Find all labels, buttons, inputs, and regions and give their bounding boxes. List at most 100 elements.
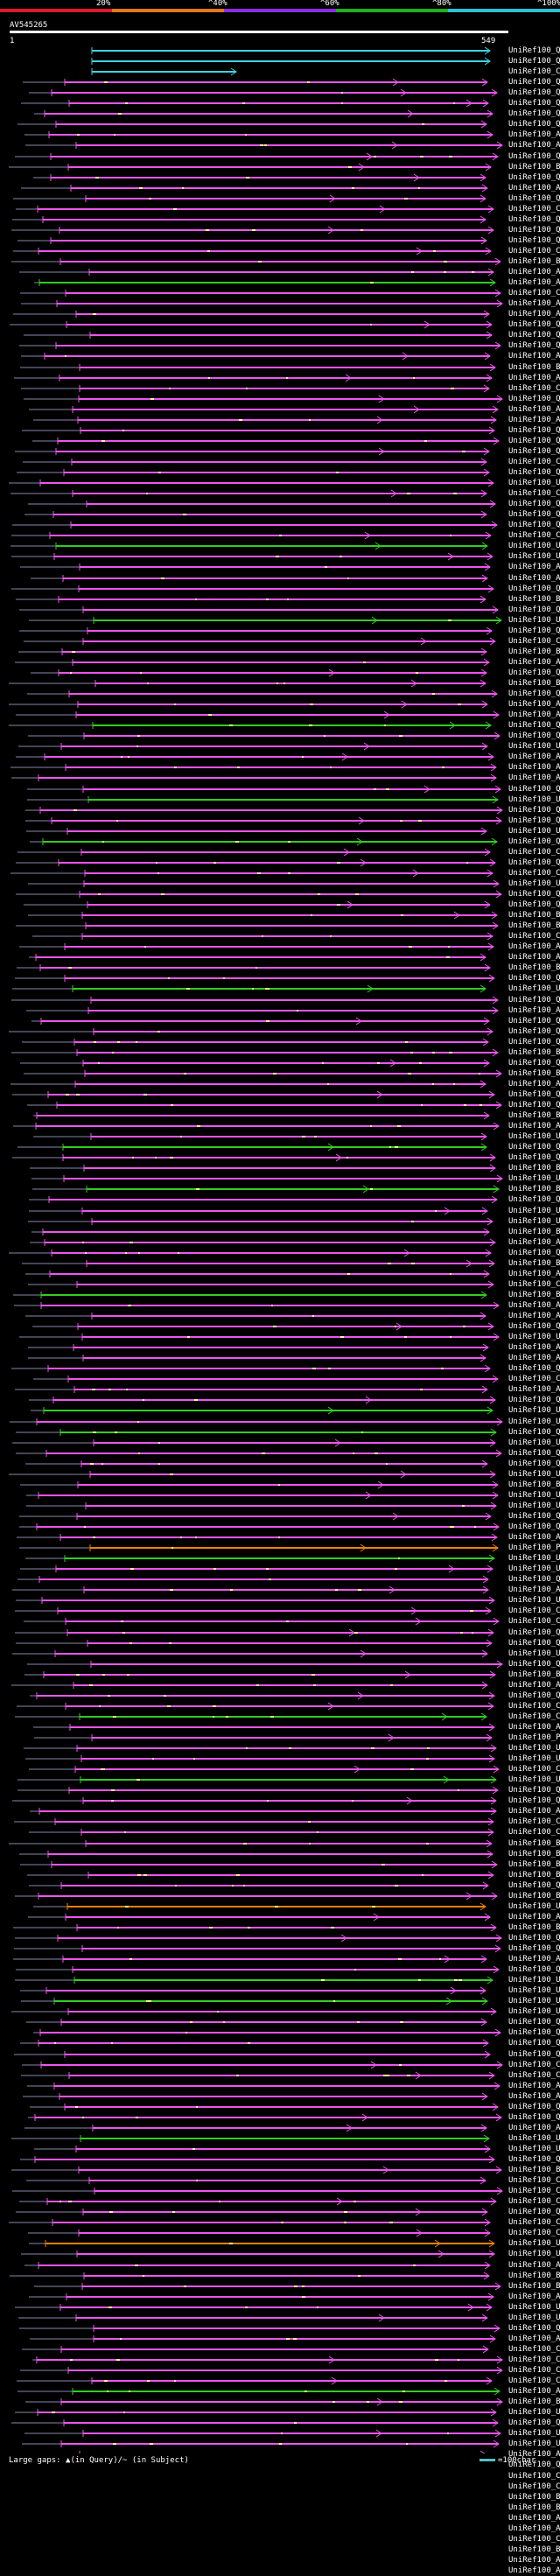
hit-label[interactable]: UniRef100_UP1000... [508,1470,560,1479]
hit-label[interactable]: UniRef100_UP1000... [508,1744,560,1753]
hit-label[interactable]: UniRef100_UP1000... [508,1596,560,1605]
hit-label[interactable]: UniRef100_A2EUJ3 [508,184,560,192]
hit-label[interactable]: UniRef100_B8ZMV0 [508,257,560,266]
hit-label[interactable]: UniRef100_Q6C2D8 [508,1881,560,1890]
hit-label[interactable]: UniRef100_A9X330 [508,2556,560,2565]
hit-label[interactable]: UniRef100_Q5HNF4 [508,1038,560,1046]
hit-label[interactable]: UniRef100_B3L0F6 [508,911,560,920]
hit-label[interactable]: UniRef100_Q7HE67 [508,584,560,593]
hit-label[interactable]: UniRef100_Q75JC9 [508,732,560,740]
hit-label[interactable]: UniRef100_C4YCF8 [508,384,560,393]
hit-label[interactable]: UniRef100_A2NT63 [508,2261,560,2270]
hit-label[interactable]: UniRef100_A9VKJ9 [508,1238,560,1247]
hit-label[interactable]: UniRef100_A6WFE5 [508,2450,560,2459]
hit-label[interactable]: UniRef100_B9M747 [508,1480,560,1489]
hit-label[interactable]: UniRef100_A9RBH5 [508,1955,560,1964]
hit-label[interactable]: UniRef100_UP1000... [508,1207,560,1215]
hit-label[interactable]: UniRef100_B1KXU1 [508,1892,560,1900]
hit-label[interactable]: UniRef100_UP1000... [508,479,560,487]
hit-label[interactable]: UniRef100_B6HJ47 [508,2282,560,2291]
hit-label[interactable]: UniRef100_A9UUV5 [508,416,560,424]
hit-label[interactable]: UniRef100_Q3KU52 [508,173,560,182]
hit-label[interactable]: UniRef100_A2D133 [508,1343,560,1352]
hit-label[interactable]: UniRef100_Q12140 [508,426,560,435]
hit-label[interactable]: UniRef100_C1EBI4 [508,869,560,878]
hit-label[interactable]: UniRef100_Q9FI34 [508,152,560,161]
hit-label[interactable]: UniRef100_A9WM83 [508,1807,560,1816]
hit-label[interactable]: UniRef100_Q06278 [508,1796,560,1805]
hit-label[interactable]: UniRef100_UP1000... [508,2314,560,2322]
hit-label[interactable]: UniRef100_A9VGR8 [508,268,560,276]
hit-label[interactable]: UniRef100_Q8ST03 [508,1512,560,1521]
hit-label[interactable]: UniRef100_Q9L7Q2 [508,1396,560,1404]
hit-label[interactable]: UniRef100_B9ECH9 [508,2166,560,2174]
hit-label[interactable]: UniRef100_A9K856 [508,2514,560,2523]
hit-label[interactable]: UniRef100_Q3DVC9 [508,331,560,340]
hit-label[interactable]: UniRef100_Q3MJK8 [508,1153,560,1162]
hit-label[interactable]: UniRef100_Q0QF96 [508,1449,560,1458]
hit-label[interactable]: UniRef100_Q6RQJ2 [508,1101,560,1110]
hit-label[interactable]: UniRef100_Q5M717 [508,1965,560,1974]
hit-label[interactable]: UniRef100_Q8T1Y7 [508,974,560,983]
hit-label[interactable]: UniRef100_Q2UQV1 [508,996,560,1004]
hit-label[interactable]: UniRef100_A9V7R0 [508,299,560,308]
hit-label[interactable]: UniRef100_Q5S8R-3 [508,2418,560,2427]
hit-label[interactable]: UniRef100_Q9KSS2 [508,2208,560,2216]
hit-label[interactable]: UniRef100_A2DH09 [508,352,560,360]
hit-label[interactable]: UniRef100_B3LB05 [508,1259,560,1268]
hit-label[interactable]: UniRef100_Q8TFS9 [508,900,560,909]
hit-label[interactable]: UniRef100_A7TIX3 [508,1122,560,1130]
hit-label[interactable]: UniRef100_Q8K9Z5 [508,1522,560,1531]
hit-label[interactable]: UniRef100_A9UEJ0 [508,700,560,709]
hit-label[interactable]: UniRef100_B4LDW4 [508,679,560,688]
hit-label[interactable]: UniRef100_Q7ZTI0 [508,690,560,698]
hit-label[interactable]: UniRef100_C2D8G7 [508,1280,560,1289]
hit-label[interactable]: UniRef100_UP1000... [508,1174,560,1183]
hit-label[interactable]: UniRef100_Q4P9M5 [508,1090,560,1099]
hit-label[interactable]: UniRef100_Q3IKL3 [508,215,560,224]
hit-label[interactable]: UniRef100_B4N2V6 [508,921,560,930]
hit-label[interactable]: UniRef100_Q65370 [508,88,560,97]
hit-label[interactable]: UniRef100_A2D132 [508,1354,560,1362]
hit-label[interactable]: UniRef100_UP1000... [508,742,560,751]
hit-label[interactable]: UniRef100_Q9SIE9 [508,46,560,55]
hit-label[interactable]: UniRef100_UP1000... [508,1502,560,1510]
hit-label[interactable]: UniRef100_Q4B6U8 [508,1143,560,1152]
hit-label[interactable]: UniRef100_C6SDW8 [508,1702,560,1711]
hit-label[interactable]: UniRef100_A0L7N9 [508,658,560,667]
hit-label[interactable]: UniRef100_UP1000... [508,2145,560,2153]
hit-label[interactable]: UniRef100_Q93SW5 [508,890,560,899]
hit-label[interactable]: UniRef100_Q2H745 [508,806,560,815]
hit-label[interactable]: UniRef100_A5AF7 [508,130,560,139]
hit-label[interactable]: UniRef100_Q2GYY4 [508,1944,560,1953]
hit-label[interactable]: UniRef100_Q9LUV5 [508,437,560,445]
hit-label[interactable]: UniRef100_Q02670 [508,521,560,529]
hit-label[interactable]: UniRef100_UP1000... [508,1418,560,1426]
hit-label[interactable]: UniRef100_A2DBJ8 [508,2524,560,2533]
hit-label[interactable]: UniRef100_Q5HMO9 [508,1428,560,1437]
hit-label[interactable]: UniRef100_C3KVB6 [508,289,560,298]
hit-label[interactable]: UniRef100_C3GRE3 [508,2482,560,2491]
hit-label[interactable]: UniRef100_B2IM36 [508,648,560,656]
hit-label[interactable]: UniRef100_A7GZ04 [508,2092,560,2101]
hit-label[interactable]: UniRef100_B6QHX9 [508,2398,560,2406]
hit-label[interactable]: UniRef100_B6QET6 [508,1111,560,1120]
hit-label[interactable]: UniRef100_A9UEE9 [508,278,560,287]
hit-label[interactable]: UniRef100_UP1000... [508,1649,560,1658]
hit-label[interactable]: UniRef100_Q5F7F1 [508,468,560,477]
hit-label[interactable]: UniRef100_Q4VBF2 [508,1059,560,1068]
hit-label[interactable]: UniRef100_C1NHL2 [508,458,560,466]
hit-label[interactable]: UniRef100_Q6FTA2 [508,721,560,730]
hit-label[interactable]: UniRef100_Q3D424 [508,120,560,129]
hit-label[interactable]: UniRef100_UP1000... [508,1491,560,1500]
hit-label[interactable]: UniRef100_UP1000... [508,1333,560,1341]
hit-label[interactable]: UniRef100_C6TAK4 [508,531,560,540]
hit-label[interactable]: UniRef100_Q0QF98 [508,320,560,329]
hit-label[interactable]: UniRef100_A4C2B8 [508,1586,560,1594]
hit-label[interactable]: UniRef100_UP1000... [508,2239,560,2248]
hit-label[interactable]: UniRef100_A5M9I6 [508,953,560,962]
hit-label[interactable]: UniRef100_B2GVA0 [508,1860,560,1869]
hit-label[interactable]: UniRef100_Q75QC2 [508,1249,560,1257]
hit-label[interactable]: UniRef100_Q6S313 [508,1934,560,1942]
hit-label[interactable]: UniRef100_Q9VFR9 [508,1660,560,1669]
